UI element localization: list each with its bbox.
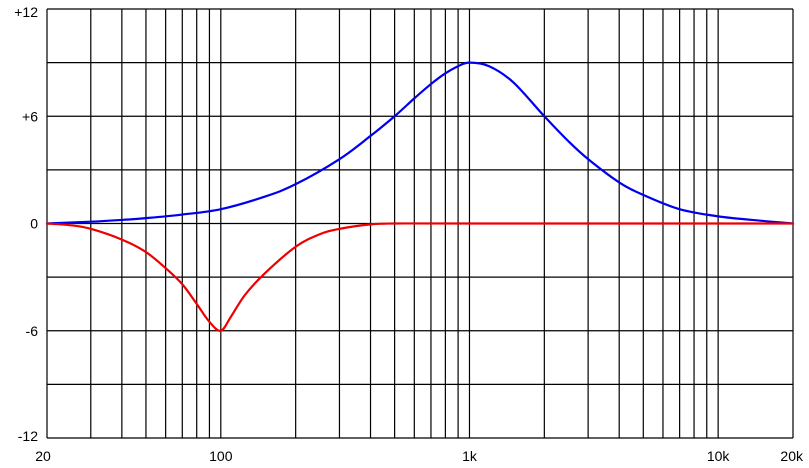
x-tick-label: 20 xyxy=(35,448,51,464)
series-line-blue xyxy=(45,61,795,225)
y-tick-label: 0 xyxy=(30,216,38,232)
y-tick-label: +12 xyxy=(14,4,38,20)
x-tick-label: 100 xyxy=(209,448,233,464)
y-axis-tick-labels: +12 +6 0 -6 -12 xyxy=(14,4,38,444)
y-tick-label: -12 xyxy=(18,428,38,444)
x-tick-label: 10k xyxy=(707,448,731,464)
y-tick-label: +6 xyxy=(22,108,38,124)
x-axis-tick-labels: 20 100 1k 10k 20k xyxy=(35,448,804,464)
series-layer xyxy=(45,61,795,332)
x-tick-label: 1k xyxy=(462,448,478,464)
y-tick-label: -6 xyxy=(26,323,39,339)
series-line-red xyxy=(45,222,795,332)
x-tick-label: 20k xyxy=(780,448,804,464)
